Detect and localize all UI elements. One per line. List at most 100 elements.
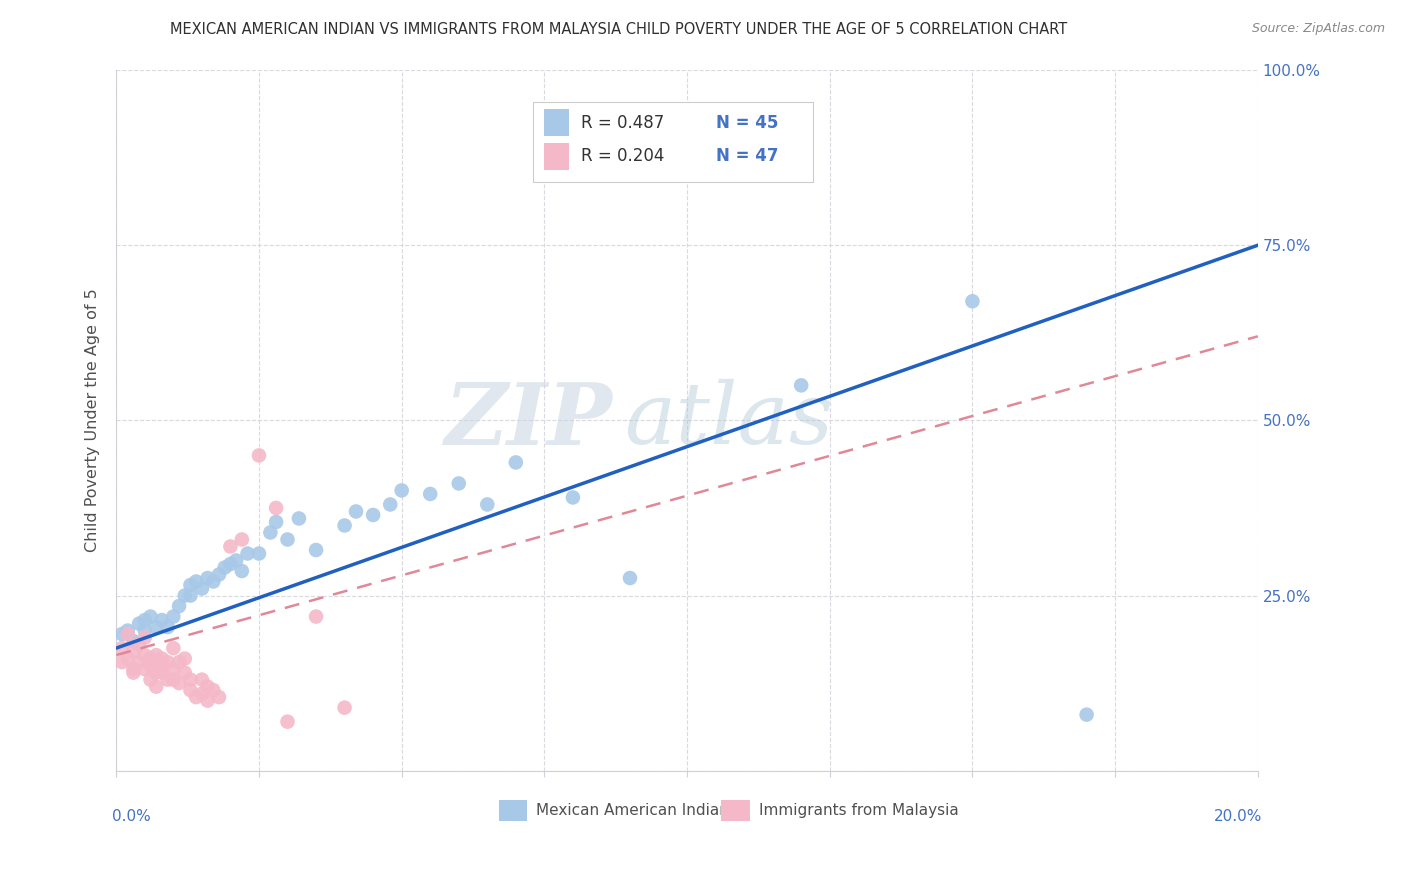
Point bbox=[117, 624, 139, 638]
Point bbox=[179, 683, 201, 698]
Point bbox=[790, 378, 813, 392]
Point bbox=[247, 449, 270, 463]
Point bbox=[186, 574, 208, 589]
Point bbox=[122, 665, 145, 680]
Point bbox=[111, 641, 134, 656]
Point bbox=[128, 638, 150, 652]
Point bbox=[276, 714, 298, 729]
Point bbox=[305, 543, 328, 558]
Point bbox=[139, 651, 162, 665]
Point bbox=[288, 511, 311, 525]
Point bbox=[117, 627, 139, 641]
Point bbox=[333, 518, 356, 533]
Point bbox=[1076, 707, 1098, 722]
Point bbox=[391, 483, 413, 498]
Point bbox=[122, 634, 145, 648]
Point bbox=[122, 662, 145, 676]
Point bbox=[139, 609, 162, 624]
Point bbox=[247, 547, 270, 561]
FancyBboxPatch shape bbox=[533, 102, 813, 182]
Point bbox=[122, 644, 145, 658]
Text: N = 47: N = 47 bbox=[716, 147, 778, 165]
Point bbox=[150, 665, 173, 680]
FancyBboxPatch shape bbox=[499, 800, 527, 822]
Point bbox=[145, 655, 167, 669]
Point bbox=[173, 665, 195, 680]
Point bbox=[191, 687, 214, 701]
Point bbox=[167, 599, 190, 613]
Point bbox=[139, 658, 162, 673]
Point bbox=[197, 693, 219, 707]
Text: 0.0%: 0.0% bbox=[111, 809, 150, 824]
Point bbox=[134, 624, 156, 638]
Point bbox=[156, 655, 179, 669]
Point bbox=[264, 500, 287, 515]
Point bbox=[162, 609, 184, 624]
Point bbox=[134, 648, 156, 662]
Text: ZIP: ZIP bbox=[444, 378, 613, 462]
Point bbox=[305, 609, 328, 624]
Point bbox=[231, 533, 253, 547]
Point bbox=[202, 574, 225, 589]
Point bbox=[145, 648, 167, 662]
Point bbox=[145, 665, 167, 680]
Point bbox=[145, 620, 167, 634]
Text: Mexican American Indians: Mexican American Indians bbox=[536, 803, 737, 818]
Point bbox=[477, 498, 499, 512]
FancyBboxPatch shape bbox=[544, 143, 569, 169]
Point bbox=[111, 655, 134, 669]
Point bbox=[380, 498, 402, 512]
Text: N = 45: N = 45 bbox=[716, 113, 778, 132]
Point bbox=[208, 690, 231, 705]
Text: atlas: atlas bbox=[624, 379, 834, 462]
Point bbox=[111, 627, 134, 641]
Point bbox=[156, 673, 179, 687]
Point bbox=[173, 589, 195, 603]
Point bbox=[128, 616, 150, 631]
Point bbox=[150, 658, 173, 673]
Point bbox=[179, 589, 201, 603]
Point bbox=[208, 567, 231, 582]
Point bbox=[167, 676, 190, 690]
Point bbox=[962, 294, 984, 309]
Point bbox=[139, 673, 162, 687]
Point bbox=[214, 560, 236, 574]
Point bbox=[134, 662, 156, 676]
Point bbox=[259, 525, 281, 540]
Text: Immigrants from Malaysia: Immigrants from Malaysia bbox=[759, 803, 959, 818]
Point bbox=[173, 651, 195, 665]
Y-axis label: Child Poverty Under the Age of 5: Child Poverty Under the Age of 5 bbox=[86, 288, 100, 552]
Text: R = 0.487: R = 0.487 bbox=[581, 113, 664, 132]
Point bbox=[219, 540, 242, 554]
Point bbox=[134, 613, 156, 627]
Point bbox=[179, 673, 201, 687]
Point bbox=[128, 655, 150, 669]
Point bbox=[231, 564, 253, 578]
Text: R = 0.204: R = 0.204 bbox=[581, 147, 664, 165]
Point bbox=[186, 690, 208, 705]
Point bbox=[134, 631, 156, 645]
Point bbox=[202, 683, 225, 698]
Point bbox=[117, 651, 139, 665]
Point bbox=[162, 641, 184, 656]
Point bbox=[197, 680, 219, 694]
Text: 20.0%: 20.0% bbox=[1213, 809, 1263, 824]
Point bbox=[219, 557, 242, 571]
Point bbox=[419, 487, 441, 501]
Text: Source: ZipAtlas.com: Source: ZipAtlas.com bbox=[1251, 22, 1385, 36]
Point bbox=[276, 533, 298, 547]
Point bbox=[561, 491, 583, 505]
Point bbox=[619, 571, 641, 585]
Point bbox=[179, 578, 201, 592]
Point bbox=[191, 582, 214, 596]
Point bbox=[236, 547, 259, 561]
Point bbox=[505, 455, 527, 469]
Point bbox=[150, 651, 173, 665]
Point bbox=[333, 700, 356, 714]
FancyBboxPatch shape bbox=[544, 110, 569, 136]
Point bbox=[264, 515, 287, 529]
Point bbox=[167, 655, 190, 669]
Point bbox=[344, 504, 367, 518]
Text: MEXICAN AMERICAN INDIAN VS IMMIGRANTS FROM MALAYSIA CHILD POVERTY UNDER THE AGE : MEXICAN AMERICAN INDIAN VS IMMIGRANTS FR… bbox=[170, 22, 1067, 37]
Point bbox=[150, 613, 173, 627]
